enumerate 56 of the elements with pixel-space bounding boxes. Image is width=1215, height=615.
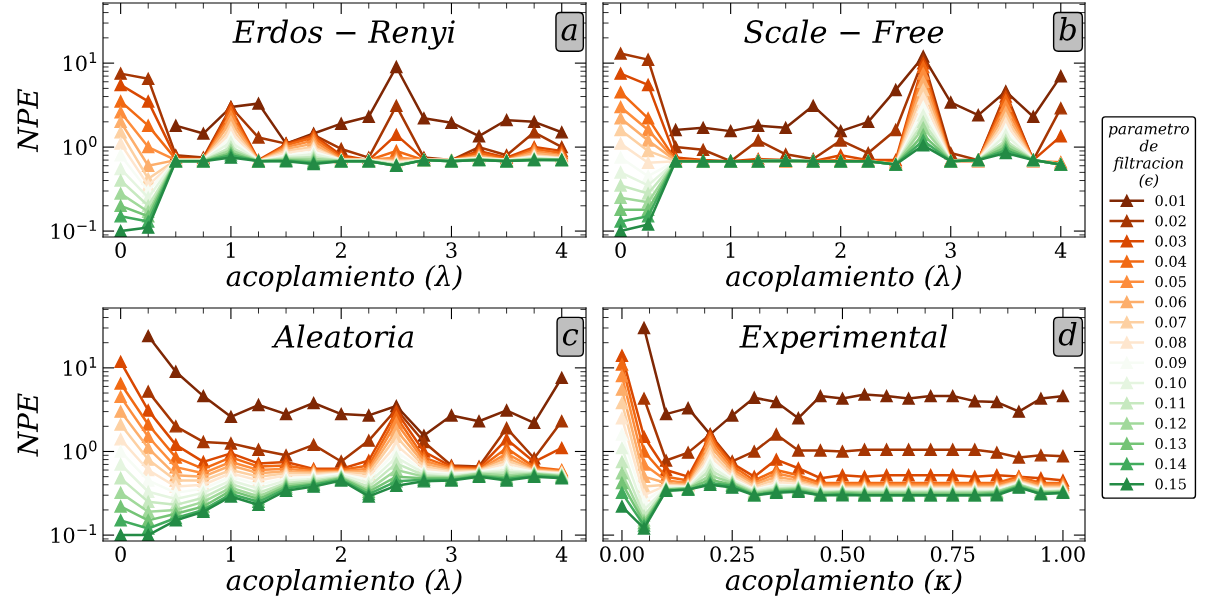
x-tick-label: 1 (226, 242, 235, 258)
x-tick-label: 0 (615, 242, 626, 258)
x-tick-label: 0 (115, 546, 126, 562)
legend-label: 0.13 (1155, 438, 1186, 450)
x-tick-label: 1 (726, 242, 735, 258)
chart-title: Scale − Free (744, 19, 944, 44)
x-tick-label: 0.00 (600, 546, 644, 562)
annotation: d (1058, 321, 1077, 346)
y-axis-title: NPE (17, 393, 39, 457)
text: Experimental (739, 324, 948, 354)
x-tick-label: 0 (115, 242, 126, 258)
legend-label: 0.10 (1155, 377, 1186, 389)
x-tick-label: 3 (446, 546, 457, 562)
x-axis-title: acoplamiento (λ) (726, 264, 962, 292)
legend-label: 0.11 (1155, 397, 1185, 409)
legend-label: 0.15 (1155, 478, 1186, 490)
x-tick-label: 4 (1054, 242, 1067, 258)
y-tick-label: 10$^{−1}$ (51, 220, 97, 240)
x-tick-label: 3 (446, 242, 457, 258)
x-tick-label: 2 (335, 242, 346, 258)
x-axis-title: acoplamiento (λ) (226, 568, 462, 596)
legend-label: 0.07 (1155, 316, 1186, 328)
x-tick-label: 2 (835, 242, 846, 258)
legend-label: 0.04 (1155, 255, 1187, 267)
legend-label: 0.08 (1155, 336, 1186, 348)
legend-label: 0.12 (1155, 417, 1186, 429)
x-tick-label: 3 (945, 242, 956, 258)
legend-label: 0.05 (1155, 276, 1186, 288)
x-tick-label: 4 (555, 546, 568, 562)
y-tick-label: 10$^{1}$ (64, 357, 97, 376)
y-tick-label: 10$^{−1}$ (51, 524, 97, 544)
legend-label: 0.09 (1155, 357, 1186, 369)
y-tick-label: 10$^{0}$ (64, 136, 97, 156)
x-tick-label: 1 (226, 546, 235, 562)
text: Erdos − Renyi (232, 19, 455, 50)
x-tick-label: 0.50 (820, 546, 865, 562)
x-axis-title: acoplamiento (κ) (725, 568, 962, 596)
x-tick-label: 0.25 (710, 546, 754, 562)
x-tick-label: 1.00 (1042, 546, 1085, 562)
chart-title: Aleatoria (271, 324, 414, 349)
x-axis-title: acoplamiento (λ) (226, 264, 462, 292)
y-tick-label: 10$^{1}$ (64, 52, 97, 72)
y-axis-title: NPE (17, 88, 39, 153)
legend-label: 0.02 (1155, 215, 1186, 227)
annotation: b (1059, 17, 1076, 41)
legend-label: 0.01 (1155, 195, 1185, 207)
legend-title: parametro de filtracion (ϵ) (1108, 123, 1189, 188)
y-tick-label: 10$^{0}$ (64, 440, 97, 460)
annotation: a (561, 23, 577, 41)
legend-label: 0.03 (1155, 235, 1186, 247)
x-tick-label: 4 (555, 242, 568, 258)
legend-label: 0.14 (1155, 458, 1187, 470)
x-tick-label: 0.75 (930, 546, 975, 562)
annotation: c (562, 328, 579, 346)
legend-label: 0.06 (1155, 296, 1187, 308)
x-tick-label: 2 (335, 546, 346, 562)
